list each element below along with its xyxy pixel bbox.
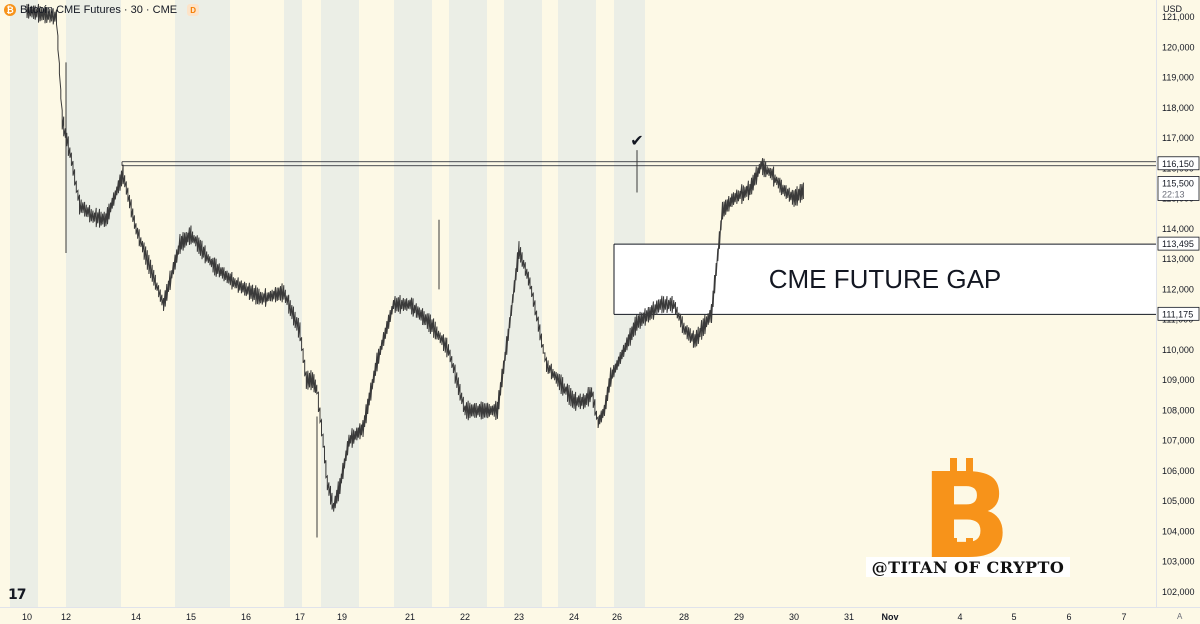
y-tick-label: 109,000 [1162,375,1195,385]
x-tick-label: 21 [405,612,415,622]
x-tick-label: Nov [881,612,898,622]
session-band [175,0,230,607]
y-tick-label: 107,000 [1162,436,1195,446]
y-tick-label: 117,000 [1162,133,1194,143]
y-tick-label: 120,000 [1162,42,1195,52]
brand-watermark: @TITAN OF CRYPTO [866,557,1070,577]
symbol-title: Bitcoin CME Futures · 30 · CME [20,4,178,16]
price-axis-divider [1156,0,1157,607]
price-label: 111,175 [1162,309,1193,319]
bitcoin-coin-icon: ₿ [4,4,16,16]
bitcoin-logo-bar [950,538,957,556]
price-series [26,3,804,512]
x-tick-label: 4 [957,612,962,622]
x-tick-label: 26 [612,612,622,622]
price-label-box [1157,236,1200,251]
price-label: 115,500 [1162,178,1194,188]
symbol-header[interactable]: ₿ Bitcoin CME Futures · 30 · CME D [4,2,200,18]
x-tick-label: 24 [569,612,579,622]
y-tick-label: 113,000 [1162,254,1194,264]
x-tick-label: 23 [514,612,524,622]
y-tick-label: 121,000 [1162,12,1195,22]
price-label-time: 22:13 [1162,189,1185,199]
price-label-box [1157,306,1200,321]
bitcoin-logo-bar [966,458,973,476]
x-tick-label: 29 [734,612,744,622]
y-tick-label: 102,000 [1162,587,1195,597]
x-tick-label: 7 [1121,612,1126,622]
session-band [558,0,596,607]
y-tick-label: 112,000 [1162,284,1194,294]
price-label: 113,495 [1162,239,1194,249]
y-tick-label: 106,000 [1162,466,1195,476]
session-band [66,0,121,607]
x-tick-label: 31 [844,612,854,622]
gap-label: CME FUTURE GAP [769,264,1002,294]
x-tick-label: 6 [1066,612,1071,622]
session-band [449,0,487,607]
gap-box [614,244,1156,315]
y-tick-label: 105,000 [1162,496,1195,506]
auto-scale-toggle[interactable]: A [1177,612,1183,621]
bitcoin-logo-bar [966,538,973,556]
session-band [284,0,302,607]
bitcoin-logo-bar [950,458,957,476]
x-tick-label: 28 [679,612,689,622]
price-label-box [1157,156,1200,171]
x-tick-label: 14 [131,612,141,622]
y-tick-label: 114,000 [1162,224,1194,234]
x-tick-label: 12 [61,612,71,622]
price-label: 116,150 [1162,159,1194,169]
y-tick-label: 110,000 [1162,345,1194,355]
x-tick-label: 17 [295,612,305,622]
y-tick-label: 108,000 [1162,405,1195,415]
x-tick-label: 16 [241,612,251,622]
y-tick-label: 103,000 [1162,557,1195,567]
x-tick-label: 15 [186,612,196,622]
currency-label[interactable]: USD [1163,4,1183,14]
time-axis-divider [0,607,1200,608]
checkmark-icon: ✔ [630,131,643,150]
x-tick-label: 5 [1011,612,1016,622]
x-tick-label: 22 [460,612,470,622]
session-band [10,0,38,607]
session-band [321,0,359,607]
delayed-data-badge[interactable]: D [187,4,200,16]
x-tick-label: 30 [789,612,799,622]
y-tick-label: 104,000 [1162,526,1195,536]
session-band [504,0,542,607]
y-tick-label: 118,000 [1162,103,1194,113]
price-label-box [1157,176,1200,201]
x-tick-label: 10 [22,612,32,622]
x-tick-label: 19 [337,612,347,622]
tradingview-logo-icon[interactable]: 17 [8,587,27,603]
y-tick-label: 119,000 [1162,73,1194,83]
